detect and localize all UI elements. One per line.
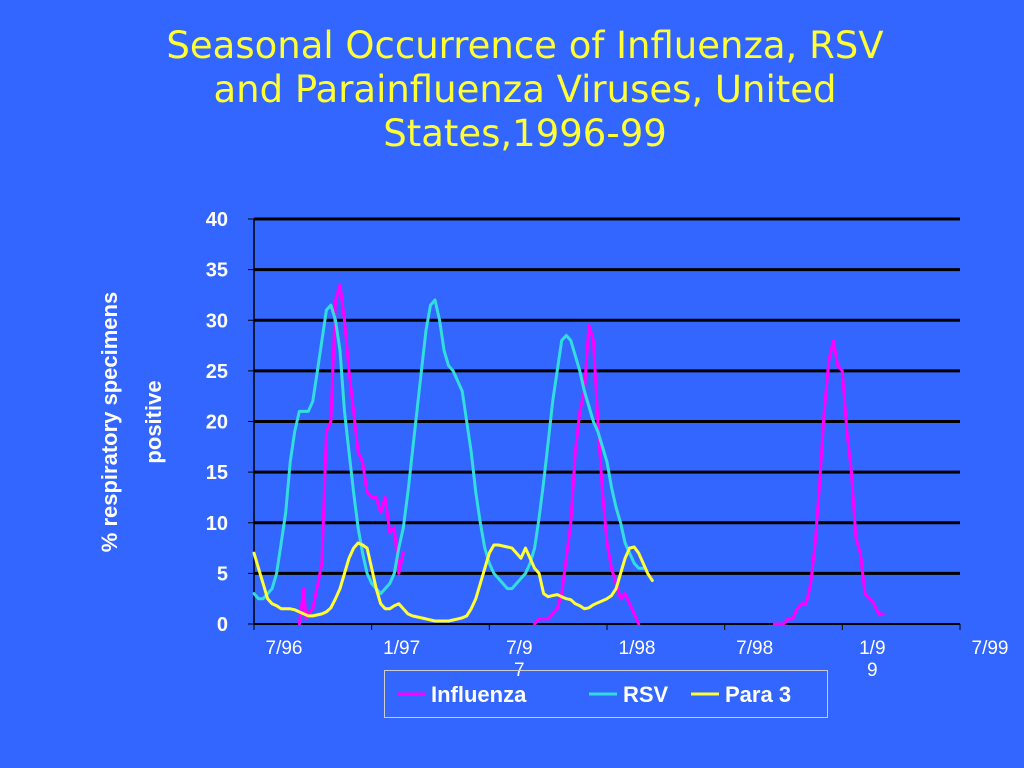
x-tick-label: 1/9 9 [859, 638, 885, 681]
page-title: Seasonal Occurrence of Influenza, RSV an… [60, 24, 990, 156]
title-line-1: Seasonal Occurrence of Influenza, RSV [166, 24, 884, 67]
series-lines [252, 283, 885, 626]
y-tick-label: 40 [206, 209, 228, 231]
legend: Influenza RSV Para 3 [384, 670, 828, 718]
title-line-3: States,1996-99 [383, 112, 667, 155]
x-tick-label: 1/98 [619, 638, 656, 659]
y-tick-label: 35 [206, 260, 228, 282]
y-tick-labels: 0 5 10 15 20 25 30 35 40 [206, 209, 228, 636]
y-tick-label: 0 [217, 614, 228, 636]
x-tick-label: 7/96 [266, 638, 303, 659]
y-tick-label: 10 [206, 513, 228, 535]
series-line-para-3 [252, 541, 654, 623]
legend-label: Influenza [431, 682, 527, 707]
y-tick-label: 20 [206, 412, 228, 434]
title-line-2: and Parainfluenza Viruses, United [213, 68, 837, 111]
legend-label: Para 3 [725, 682, 791, 707]
y-tick-label: 5 [217, 563, 228, 585]
series-line-influenza [297, 283, 405, 626]
x-tick-label: 7/98 [736, 638, 773, 659]
x-tick-label: 7/99 [972, 638, 1009, 659]
x-tick-label: 1/97 [383, 638, 420, 659]
series-line-influenza [533, 323, 641, 626]
y-axis-label: % respiratory specimens positive [97, 292, 166, 552]
legend-label: RSV [623, 682, 669, 707]
y-axis-title: % respiratory specimens positive [97, 292, 166, 552]
series-line-influenza [772, 339, 885, 626]
y-tick-label: 25 [206, 361, 228, 383]
series-line-rsv [252, 298, 645, 601]
y-tick-label: 15 [206, 462, 228, 484]
y-tick-label: 30 [206, 310, 228, 332]
legend-graphic: Influenza RSV Para 3 [397, 682, 791, 707]
